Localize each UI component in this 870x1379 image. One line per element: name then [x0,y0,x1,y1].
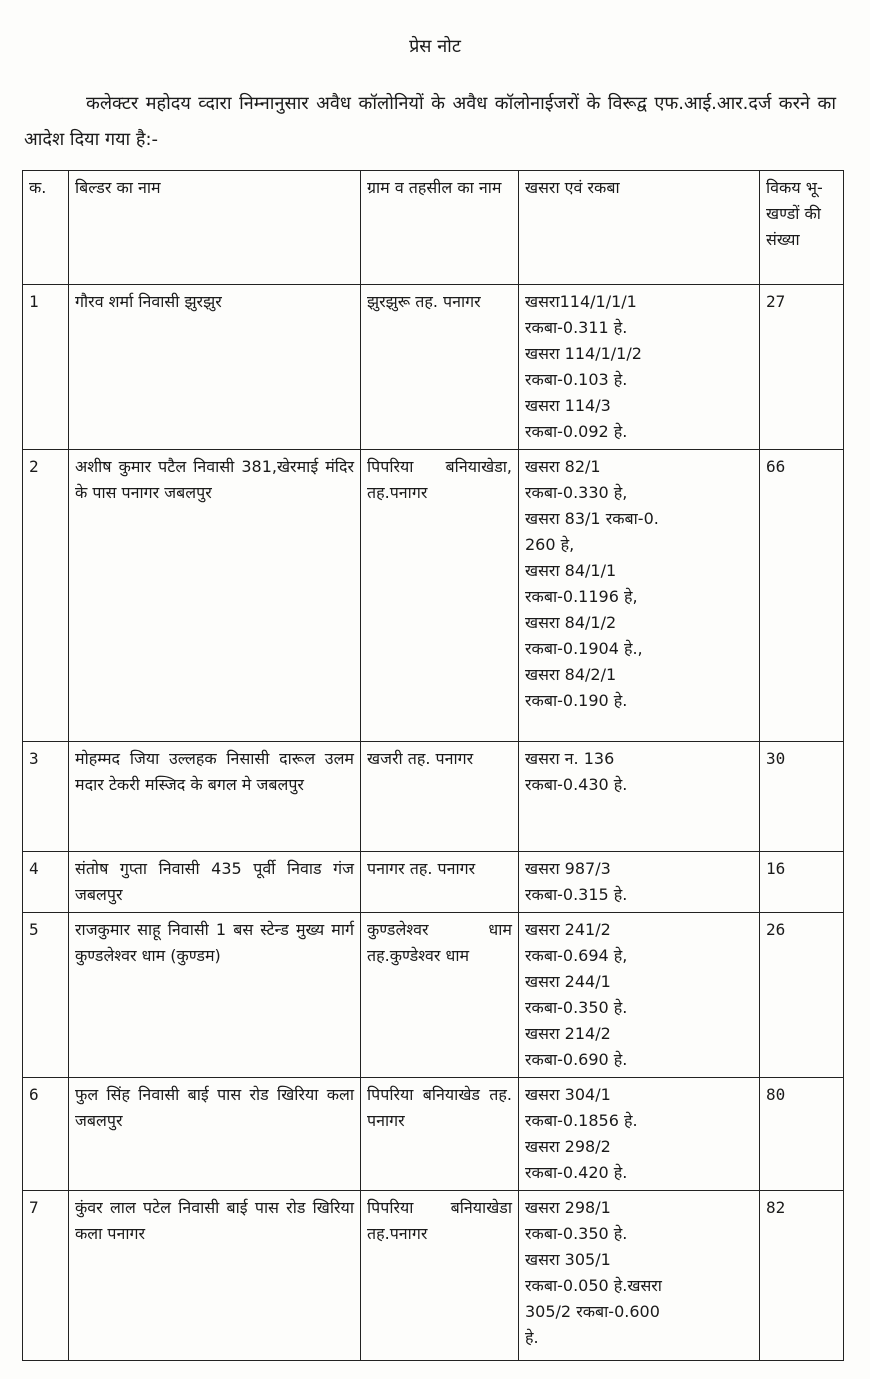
plots-count: 30 [759,741,844,852]
khasra-line: रकबा-0.430 हे. [525,775,628,794]
village-tehsil: पनागर तह. पनागर [360,851,519,913]
village-tehsil: कुण्डलेश्वर धाम तह.कुण्डेश्वर धाम [360,912,519,1078]
khasra-line: रकबा-0.350 हे. [525,1224,628,1243]
builder-name: अशीष कुमार पटैल निवासी 381,खेरमाई मंदिर … [68,449,361,742]
khasra-line: रकबा-0.1196 हे, [525,587,638,606]
khasra-area: खसरा 241/2 रकबा-0.694 हे, खसरा 244/1 रकबा-0… [518,912,760,1078]
khasra-line: रकबा-0.330 हे, [525,483,628,502]
khasra-line: खसरा 84/2/1 [525,665,617,684]
khasra-line: रकबा-0.350 हे. [525,998,628,1017]
khasra-line: रकबा-0.1904 हे., [525,639,643,658]
khasra-area: खसरा114/1/1/1 रकबा-0.311 हे. खसरा 114/1/1/… [518,284,760,450]
khasra-line: रकबा-0.690 हे. [525,1050,628,1069]
khasra-line: रकबा-0.420 हे. [525,1163,628,1182]
khasra-line: हे. [525,1328,539,1347]
header-khasra-area: खसरा एवं रकबा [518,170,760,285]
village-tehsil: झुरझुरू तह. पनागर [360,284,519,450]
khasra-line: रकबा-0.190 हे. [525,691,628,710]
plots-count: 26 [759,912,844,1078]
khasra-line: रकबा-0.315 हे. [525,885,628,904]
khasra-line: खसरा 987/3 [525,859,611,878]
table-row: 1 गौरव शर्मा निवासी झुरझुर झुरझुरू तह. पना… [22,284,844,450]
khasra-line: खसरा न. 136 [525,749,615,768]
builder-name: मोहम्मद जिया उल्लहक निसासी दारूल उलम मदा… [68,741,361,852]
plots-count: 80 [759,1077,844,1191]
khasra-line: खसरा 84/1/1 [525,561,617,580]
village-tehsil: पिपरिया बनियाखेडा, तह.पनागर [360,449,519,742]
table-row: 7 कुंवर लाल पटेल निवासी बाई पास रोड खिरिय… [22,1190,844,1361]
khasra-line: खसरा 244/1 [525,972,611,991]
khasra-line: खसरा 214/2 [525,1024,611,1043]
builder-name: संतोष गुप्ता निवासी 435 पूर्वी निवाड गंज… [68,851,361,913]
khasra-line: रकबा-0.1856 हे. [525,1111,638,1130]
khasra-line: खसरा 241/2 [525,920,611,939]
table-row: 3 मोहम्मद जिया उल्लहक निसासी दारूल उलम मद… [22,741,844,852]
serial-number: 2 [22,449,69,742]
khasra-line: खसरा 298/2 [525,1137,611,1156]
village-tehsil: खजरी तह. पनागर [360,741,519,852]
khasra-area: खसरा 298/1 रकबा-0.350 हे. खसरा 305/1 रकबा-0… [518,1190,760,1361]
builders-table: क. बिल्डर का नाम ग्राम व तहसील का नाम खस… [22,170,844,1361]
khasra-line: रकबा-0.103 हे. [525,370,628,389]
header-village-tehsil: ग्राम व तहसील का नाम [360,170,519,285]
khasra-line: खसरा 114/1/1/2 [525,344,642,363]
header-builder-name: बिल्डर का नाम [68,170,361,285]
plots-count: 16 [759,851,844,913]
khasra-line: खसरा 82/1 [525,457,601,476]
serial-number: 6 [22,1077,69,1191]
khasra-area: खसरा 304/1 रकबा-0.1856 हे. खसरा 298/2 रकबा-… [518,1077,760,1191]
table-row: 4 संतोष गुप्ता निवासी 435 पूर्वी निवाड गं… [22,851,844,913]
serial-number: 1 [22,284,69,450]
khasra-line: रकबा-0.311 हे. [525,318,628,337]
document-title: प्रेस नोट [409,36,461,57]
village-tehsil: पिपरिया बनियाखेडा तह.पनागर [360,1190,519,1361]
khasra-line: रकबा-0.050 हे.खसरा [525,1276,662,1295]
plots-count: 27 [759,284,844,450]
khasra-line: रकबा-0.694 हे, [525,946,628,965]
khasra-line: खसरा114/1/1/1 [525,292,637,311]
plots-count: 66 [759,449,844,742]
khasra-line: खसरा 298/1 [525,1198,611,1217]
header-plots-sold: विकय भू-खण्डों की संख्या [759,170,844,285]
intro-paragraph: कलेक्टर महोदय व्दारा निम्नानुसार अवैध कॉ… [24,93,836,150]
builder-name: गौरव शर्मा निवासी झुरझुर [68,284,361,450]
khasra-line: खसरा 305/1 [525,1250,611,1269]
builder-name: राजकुमार साहू निवासी 1 बस स्टेन्ड मुख्य … [68,912,361,1078]
table-row: 2 अशीष कुमार पटैल निवासी 381,खेरमाई मंदिर… [22,449,844,742]
khasra-line: खसरा 84/1/2 [525,613,617,632]
builder-name: कुंवर लाल पटेल निवासी बाई पास रोड खिरिया… [68,1190,361,1361]
serial-number: 4 [22,851,69,913]
serial-number: 5 [22,912,69,1078]
plots-count: 82 [759,1190,844,1361]
khasra-line: खसरा 83/1 रकबा-0. [525,509,659,528]
khasra-line: 305/2 रकबा-0.600 [525,1302,660,1321]
builder-name: फुल सिंह निवासी बाई पास रोड खिरिया कला ज… [68,1077,361,1191]
header-serial: क. [22,170,69,285]
khasra-line: खसरा 304/1 [525,1085,611,1104]
table-row: 6 फुल सिंह निवासी बाई पास रोड खिरिया कला … [22,1077,844,1191]
serial-number: 3 [22,741,69,852]
khasra-line: 260 हे, [525,535,575,554]
khasra-area: खसरा न. 136 रकबा-0.430 हे. [518,741,760,852]
table-header-row: क. बिल्डर का नाम ग्राम व तहसील का नाम खस… [22,170,844,285]
khasra-line: खसरा 114/3 [525,396,611,415]
khasra-area: खसरा 82/1 रकबा-0.330 हे, खसरा 83/1 रकबा-0.… [518,449,760,742]
serial-number: 7 [22,1190,69,1361]
khasra-area: खसरा 987/3 रकबा-0.315 हे. [518,851,760,913]
village-tehsil: पिपरिया बनियाखेड तह. पनागर [360,1077,519,1191]
table-row: 5 राजकुमार साहू निवासी 1 बस स्टेन्ड मुख्य… [22,912,844,1078]
khasra-line: रकबा-0.092 हे. [525,422,628,441]
